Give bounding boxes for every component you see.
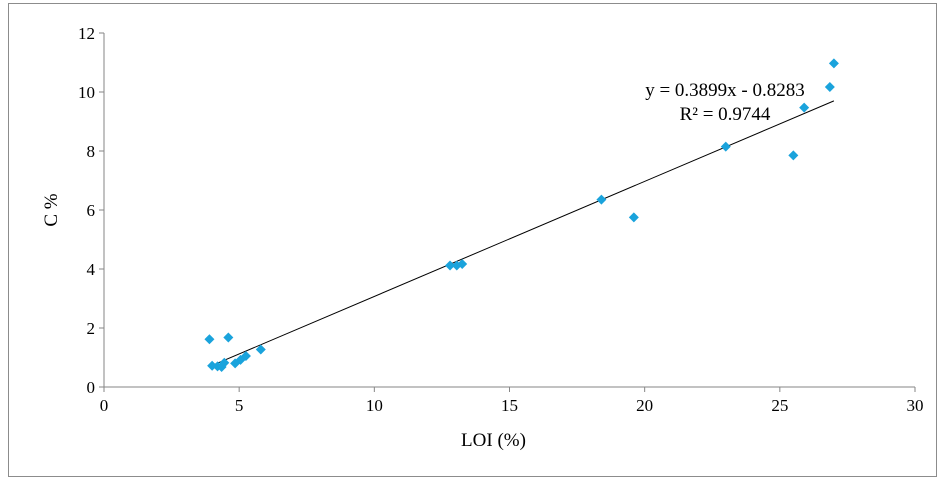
data-point-marker <box>824 81 835 92</box>
data-points <box>204 58 839 372</box>
chart-frame <box>8 3 937 477</box>
data-point-marker <box>223 332 234 343</box>
data-point-marker <box>255 344 266 355</box>
trendline-r-squared: R² = 0.9744 <box>680 104 771 125</box>
data-point-marker <box>799 102 810 113</box>
data-point-marker <box>720 141 731 152</box>
y-tick-label: 8 <box>87 142 96 161</box>
x-tick-label: 0 <box>100 396 109 415</box>
data-point-marker <box>628 212 639 223</box>
x-tick-label: 5 <box>235 396 244 415</box>
y-tick-label: 12 <box>78 24 95 43</box>
data-point-marker <box>828 58 839 69</box>
x-axis-title: LOI (%) <box>461 430 526 451</box>
x-tick-label: 10 <box>366 396 383 415</box>
y-tick-label: 10 <box>78 83 95 102</box>
x-tick-label: 20 <box>636 396 653 415</box>
data-point-marker <box>445 260 456 271</box>
y-tick-label: 4 <box>87 260 96 279</box>
data-point-marker <box>204 334 215 345</box>
y-tick-label: 6 <box>87 201 96 220</box>
x-tick-label: 30 <box>907 396 924 415</box>
y-tick-label: 2 <box>87 319 96 338</box>
trendline-equation: y = 0.3899x - 0.8283 <box>645 80 805 101</box>
data-point-marker <box>219 357 230 368</box>
data-point-marker <box>788 150 799 161</box>
linear-trendline <box>211 100 835 366</box>
data-point-marker <box>240 351 251 362</box>
data-point-marker <box>457 258 468 269</box>
y-axis-title: C % <box>41 193 62 226</box>
x-tick-label: 15 <box>501 396 518 415</box>
trendline-group <box>211 100 835 366</box>
x-tick-label: 25 <box>771 396 788 415</box>
y-tick-label: 0 <box>87 378 96 397</box>
axes: 0 2 4 6 8 10 12 0 5 10 15 20 25 30 <box>78 24 924 415</box>
data-point-marker <box>596 194 607 205</box>
